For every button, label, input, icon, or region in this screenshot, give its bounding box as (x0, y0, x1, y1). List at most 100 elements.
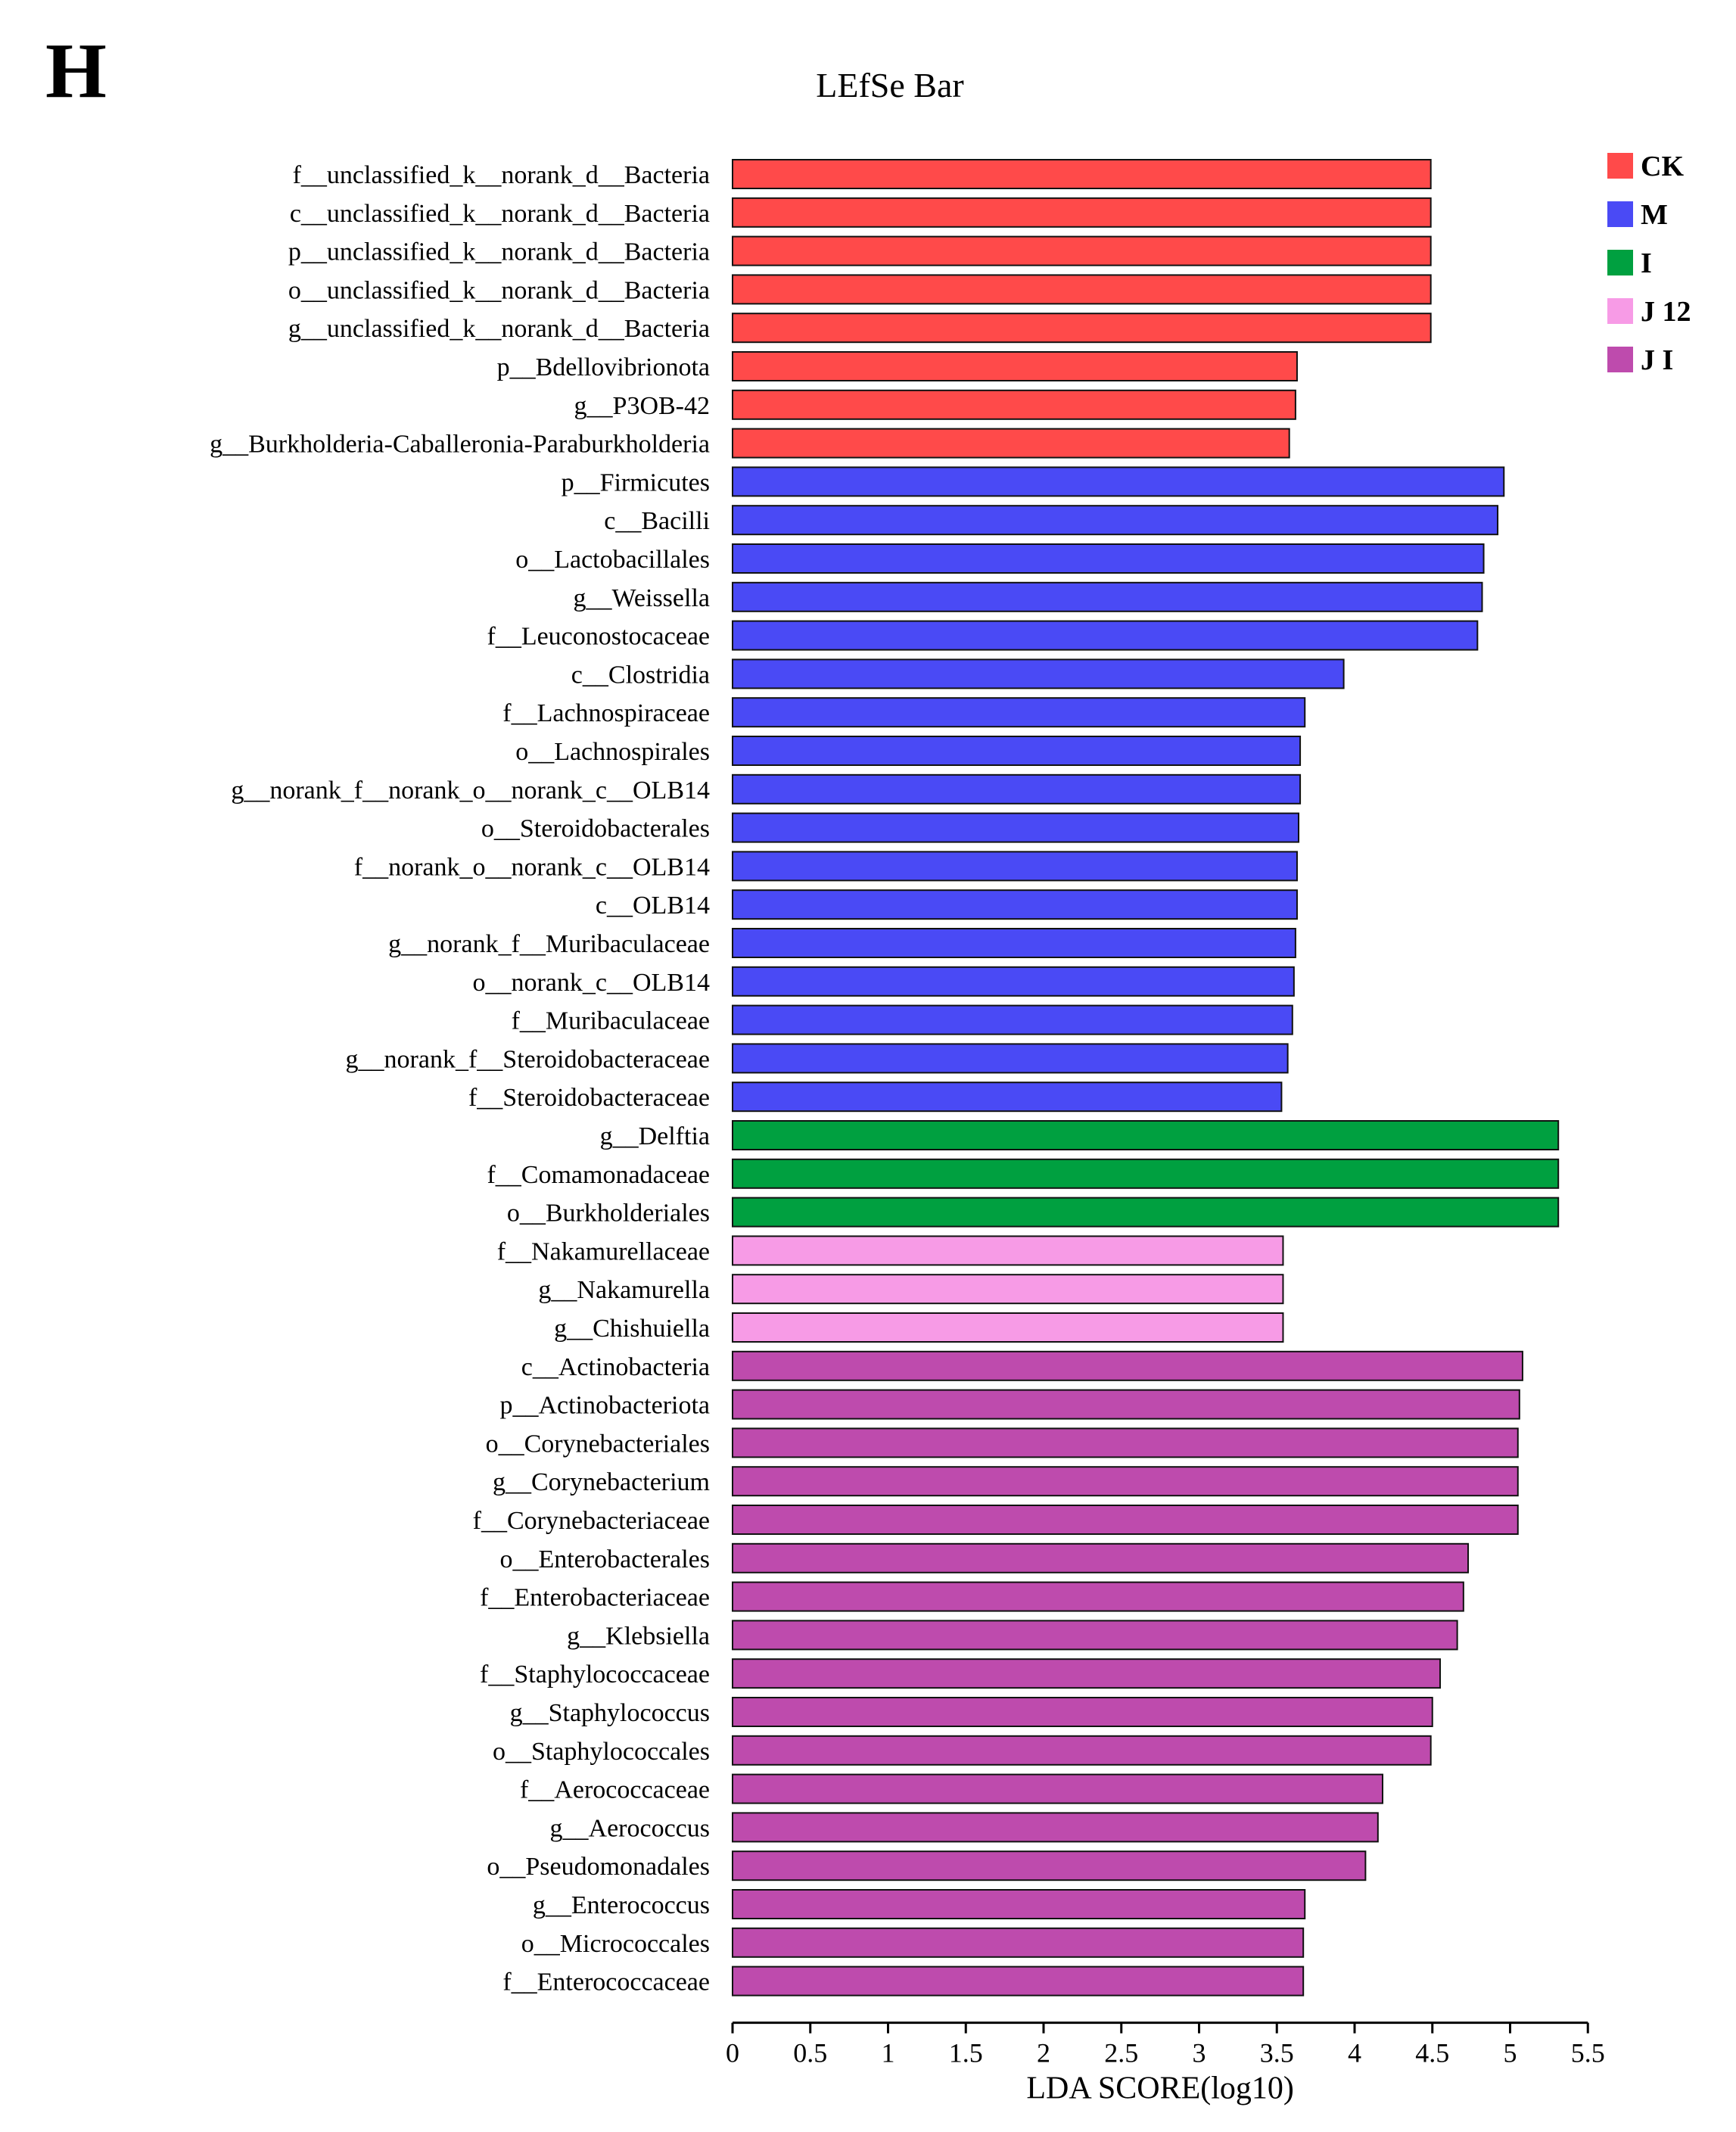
bar-label: f__Muribaculaceae (512, 1007, 710, 1035)
bar-label: g__Chishuiella (554, 1315, 710, 1343)
bar-label: p__Firmicutes (562, 468, 710, 496)
bar-label: g__norank_f__Muribaculaceae (388, 930, 710, 958)
bar-label: f__Staphylococcaceae (480, 1660, 710, 1688)
bar-label: c__Bacilli (604, 507, 710, 535)
x-axis-title: LDA SCORE(log10) (1026, 2071, 1294, 2106)
legend-swatch (1607, 298, 1633, 324)
bar-labels-layer: f__unclassified_k__norank_d__Bacteria c__… (210, 161, 710, 1997)
bar (732, 428, 1290, 459)
bar-label: g__P3OB-42 (574, 392, 710, 420)
bar (732, 1082, 1283, 1113)
bar-label: o__unclassified_k__norank_d__Bacteria (288, 276, 710, 304)
bar-label: o__Steroidobacterales (481, 815, 710, 843)
bar (732, 1658, 1442, 1689)
bar-label: p__Actinobacteriota (499, 1392, 710, 1420)
bar (732, 313, 1432, 344)
bar-label: g__Nakamurella (538, 1276, 710, 1304)
chart-title: LEfSe Bar (816, 66, 963, 104)
bar (732, 197, 1432, 228)
bars-layer (732, 159, 1560, 1997)
bar-label: o__Micrococcales (521, 1930, 710, 1958)
bar-label: f__Aerococcaceae (520, 1776, 710, 1804)
bar-label: c__unclassified_k__norank_d__Bacteria (290, 200, 710, 228)
bar-label: o__Corynebacteriales (486, 1430, 710, 1458)
bar (732, 1235, 1284, 1266)
bar (732, 543, 1485, 574)
bar (732, 235, 1432, 266)
legend-label: CK (1641, 151, 1684, 182)
bar (732, 1158, 1560, 1189)
legend-label: I (1641, 247, 1652, 279)
bar (732, 351, 1298, 381)
bar-label: p__Bdellovibrionota (497, 353, 710, 381)
bar-label: f__Corynebacteriaceae (473, 1507, 710, 1535)
bar (732, 1850, 1367, 1881)
bar-label: c__OLB14 (596, 892, 710, 920)
bar (732, 1274, 1284, 1305)
bar-label: o__Lactobacillales (515, 546, 710, 574)
bar (732, 1927, 1305, 1958)
bar (732, 1965, 1305, 1997)
bar-label: g__Burkholderia-Caballeronia-Paraburkhol… (210, 431, 710, 459)
bar (732, 1350, 1523, 1381)
bar-label: f__Steroidobacteraceae (468, 1084, 710, 1112)
bar (732, 1773, 1383, 1804)
bar-label: g__norank_f__norank_o__norank_c__OLB14 (231, 777, 710, 805)
x-axis: 0 0.5 1 1.5 2 2.5 3 3.5 4 4.5 5 5.5 (726, 2022, 1605, 2068)
bar-label: g__unclassified_k__norank_d__Bacteria (288, 315, 710, 343)
x-tick-label: 2.5 (1104, 2038, 1138, 2068)
bar-label: o__norank_c__OLB14 (472, 969, 710, 997)
bar-label: p__unclassified_k__norank_d__Bacteria (288, 238, 710, 266)
bar-label: o__Burkholderiales (507, 1200, 710, 1228)
bar (732, 1043, 1289, 1074)
bar-label: f__Enterococcaceae (502, 1969, 710, 1997)
x-tick-label: 2 (1037, 2038, 1050, 2068)
bar (732, 1889, 1306, 1919)
bar-label: f__Lachnospiraceae (502, 699, 710, 727)
x-tick-label: 4.5 (1415, 2038, 1449, 2068)
bar (732, 1466, 1519, 1497)
bar (732, 812, 1300, 843)
bar (732, 1004, 1293, 1035)
bar-label: f__norank_o__norank_c__OLB14 (354, 853, 710, 881)
bar (732, 1620, 1458, 1651)
bar-label: g__Enterococcus (533, 1891, 710, 1919)
bar (732, 1427, 1519, 1458)
bar (732, 581, 1483, 612)
legend-swatch (1607, 201, 1633, 227)
x-tick-label: 5.5 (1571, 2038, 1605, 2068)
legend-swatch (1607, 250, 1633, 275)
legend-swatch (1607, 347, 1633, 372)
x-tick-label: 1 (882, 2038, 895, 2068)
bar (732, 1120, 1560, 1150)
x-tick-label: 1.5 (949, 2038, 983, 2068)
bar-label: o__Pseudomonadales (487, 1853, 710, 1881)
bar-label: c__Actinobacteria (521, 1353, 710, 1381)
bar-label: g__Weissella (574, 584, 710, 612)
bar (732, 159, 1432, 189)
bar (732, 851, 1298, 882)
bar (732, 389, 1296, 420)
bar (732, 620, 1479, 651)
x-tick-label: 0 (726, 2038, 739, 2068)
bar (732, 889, 1298, 920)
bar (732, 1581, 1464, 1612)
x-tick-label: 3 (1193, 2038, 1206, 2068)
bar (732, 658, 1345, 689)
bar-label: f__Nakamurellaceae (497, 1237, 710, 1265)
bar-label: o__Staphylococcales (493, 1738, 710, 1766)
x-tick-label: 3.5 (1260, 2038, 1294, 2068)
bar (732, 773, 1302, 805)
bar (732, 466, 1505, 497)
x-tick-label: 4 (1348, 2038, 1361, 2068)
bar (732, 274, 1432, 305)
bar (732, 505, 1499, 536)
bar-label: f__Enterobacteriaceae (480, 1584, 710, 1612)
legend: CK MI J 12 J I (1607, 151, 1691, 376)
legend-label: J 12 (1641, 296, 1691, 328)
legend-label: M (1641, 199, 1668, 231)
x-tick-label: 0.5 (793, 2038, 827, 2068)
legend-swatch (1607, 153, 1633, 179)
bar-label: g__Aerococcus (550, 1814, 710, 1842)
